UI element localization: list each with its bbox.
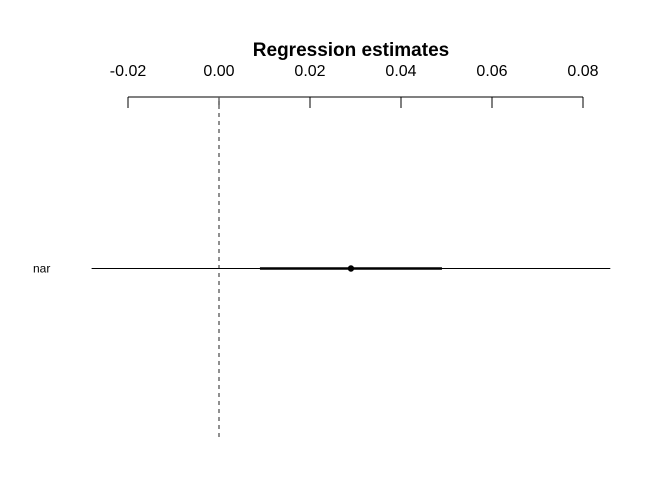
chart-title: Regression estimates — [253, 40, 449, 61]
row-label: nar — [33, 262, 50, 276]
x-axis: -0.02 0.00 0.02 0.04 0.06 0.08 — [110, 63, 599, 108]
x-tick-label: -0.02 — [110, 63, 147, 80]
x-tick-label: 0.06 — [476, 63, 507, 80]
point-estimate — [347, 265, 355, 272]
x-tick-label: 0.04 — [385, 63, 416, 80]
x-tick-label: 0.00 — [203, 63, 234, 80]
x-tick-label: 0.08 — [567, 63, 598, 80]
coefficient-rows: nar — [33, 262, 611, 276]
x-tick-label: 0.02 — [294, 63, 325, 80]
